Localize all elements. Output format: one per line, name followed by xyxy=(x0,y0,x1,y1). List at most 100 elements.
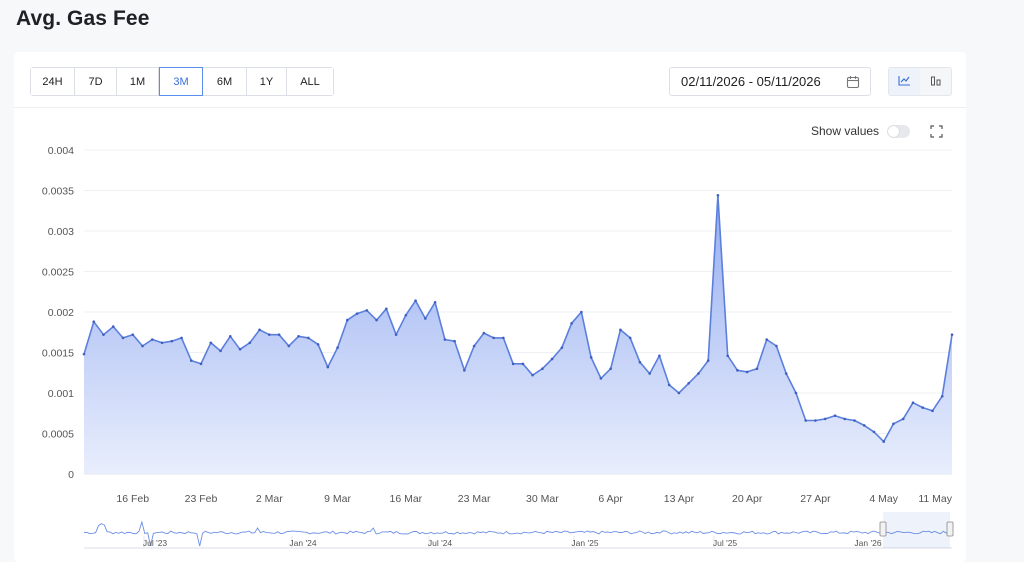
range-button-1m[interactable]: 1M xyxy=(117,68,159,95)
data-point[interactable] xyxy=(862,424,866,427)
navigator-right-handle[interactable] xyxy=(946,521,954,537)
data-point[interactable] xyxy=(726,354,729,358)
data-point[interactable] xyxy=(745,370,749,374)
data-point[interactable] xyxy=(268,333,271,336)
data-point[interactable] xyxy=(940,394,944,398)
data-point[interactable] xyxy=(326,365,330,369)
show-values-toggle[interactable] xyxy=(887,124,911,138)
data-point[interactable] xyxy=(609,367,612,371)
data-point[interactable] xyxy=(238,347,242,351)
data-point[interactable] xyxy=(248,341,252,345)
data-point[interactable] xyxy=(385,307,388,311)
range-button-24h[interactable]: 24H xyxy=(31,68,75,95)
data-point[interactable] xyxy=(765,338,768,341)
data-point[interactable] xyxy=(404,313,408,317)
data-point[interactable] xyxy=(307,336,310,340)
data-point[interactable] xyxy=(794,391,798,395)
range-navigator[interactable]: Jul '23 Jan '24 Jul '24 Jan '25 Jul '25 Jan '… xyxy=(83,512,954,549)
data-point[interactable] xyxy=(882,440,886,443)
data-point[interactable] xyxy=(316,343,320,346)
data-point[interactable] xyxy=(414,299,417,302)
data-point[interactable] xyxy=(706,359,710,362)
data-point[interactable] xyxy=(511,362,515,366)
data-point[interactable] xyxy=(814,419,817,422)
data-point[interactable] xyxy=(92,320,96,324)
data-point[interactable] xyxy=(931,409,934,413)
navigator-selection[interactable] xyxy=(883,512,950,548)
range-button-7d[interactable]: 7D xyxy=(75,68,117,95)
data-point[interactable] xyxy=(550,357,554,361)
data-point[interactable] xyxy=(365,309,369,312)
data-point[interactable] xyxy=(580,310,583,314)
data-point[interactable] xyxy=(736,369,739,372)
data-point[interactable] xyxy=(667,383,671,387)
data-point[interactable] xyxy=(346,318,349,322)
data-point[interactable] xyxy=(911,401,915,405)
data-point[interactable] xyxy=(521,362,525,366)
data-point[interactable] xyxy=(472,344,476,348)
data-point[interactable] xyxy=(297,335,300,338)
data-point[interactable] xyxy=(687,381,690,385)
range-button-3m[interactable]: 3M xyxy=(159,67,203,96)
data-point[interactable] xyxy=(394,333,398,336)
data-point[interactable] xyxy=(502,336,505,340)
data-point[interactable] xyxy=(375,318,378,322)
data-point[interactable] xyxy=(433,300,437,304)
data-point[interactable] xyxy=(131,333,135,336)
data-point[interactable] xyxy=(492,336,495,340)
data-point[interactable] xyxy=(784,372,788,375)
data-point[interactable] xyxy=(950,333,954,336)
data-point[interactable] xyxy=(619,328,622,332)
range-button-1y[interactable]: 1Y xyxy=(247,68,287,95)
data-point[interactable] xyxy=(355,312,359,315)
navigator-left-handle[interactable] xyxy=(879,521,887,537)
data-point[interactable] xyxy=(531,373,534,377)
data-point[interactable] xyxy=(872,430,876,434)
data-point[interactable] xyxy=(853,419,856,422)
data-point[interactable] xyxy=(219,349,222,353)
data-point[interactable] xyxy=(804,419,808,422)
show-values-control[interactable]: Show values xyxy=(811,124,911,138)
data-point[interactable] xyxy=(638,360,642,364)
data-point[interactable] xyxy=(823,417,827,421)
data-point[interactable] xyxy=(424,317,427,320)
data-point[interactable] xyxy=(82,352,86,356)
data-point[interactable] xyxy=(150,338,154,341)
range-button-all[interactable]: ALL xyxy=(287,68,333,95)
data-point[interactable] xyxy=(111,325,115,328)
data-point[interactable] xyxy=(336,346,339,349)
data-point[interactable] xyxy=(209,341,213,345)
data-point[interactable] xyxy=(628,336,632,340)
data-point[interactable] xyxy=(677,391,681,395)
data-point[interactable] xyxy=(541,367,544,371)
data-point[interactable] xyxy=(443,338,447,341)
data-point[interactable] xyxy=(560,346,564,349)
data-point[interactable] xyxy=(921,406,925,409)
data-point[interactable] xyxy=(228,335,232,338)
data-point[interactable] xyxy=(775,344,778,348)
data-point[interactable] xyxy=(180,336,183,340)
data-point[interactable] xyxy=(102,333,105,336)
data-point[interactable] xyxy=(833,414,837,417)
data-point[interactable] xyxy=(141,344,144,348)
data-point[interactable] xyxy=(716,194,720,197)
data-point[interactable] xyxy=(648,372,651,375)
data-point[interactable] xyxy=(658,354,661,358)
data-point[interactable] xyxy=(277,333,281,336)
data-point[interactable] xyxy=(589,356,593,359)
data-point[interactable] xyxy=(697,372,700,375)
date-range-picker[interactable]: 02/11/2026 - 05/11/2026 xyxy=(669,67,871,96)
data-point[interactable] xyxy=(570,322,573,325)
data-point[interactable] xyxy=(199,362,203,366)
data-point[interactable] xyxy=(599,377,603,380)
data-point[interactable] xyxy=(287,344,291,348)
range-button-6m[interactable]: 6M xyxy=(203,68,247,95)
data-point[interactable] xyxy=(453,339,456,343)
data-point[interactable] xyxy=(482,331,486,335)
data-point[interactable] xyxy=(892,422,895,426)
data-point[interactable] xyxy=(901,417,905,421)
data-point[interactable] xyxy=(170,339,174,343)
data-point[interactable] xyxy=(843,417,847,421)
data-point[interactable] xyxy=(189,359,193,362)
fullscreen-icon[interactable] xyxy=(930,125,943,143)
